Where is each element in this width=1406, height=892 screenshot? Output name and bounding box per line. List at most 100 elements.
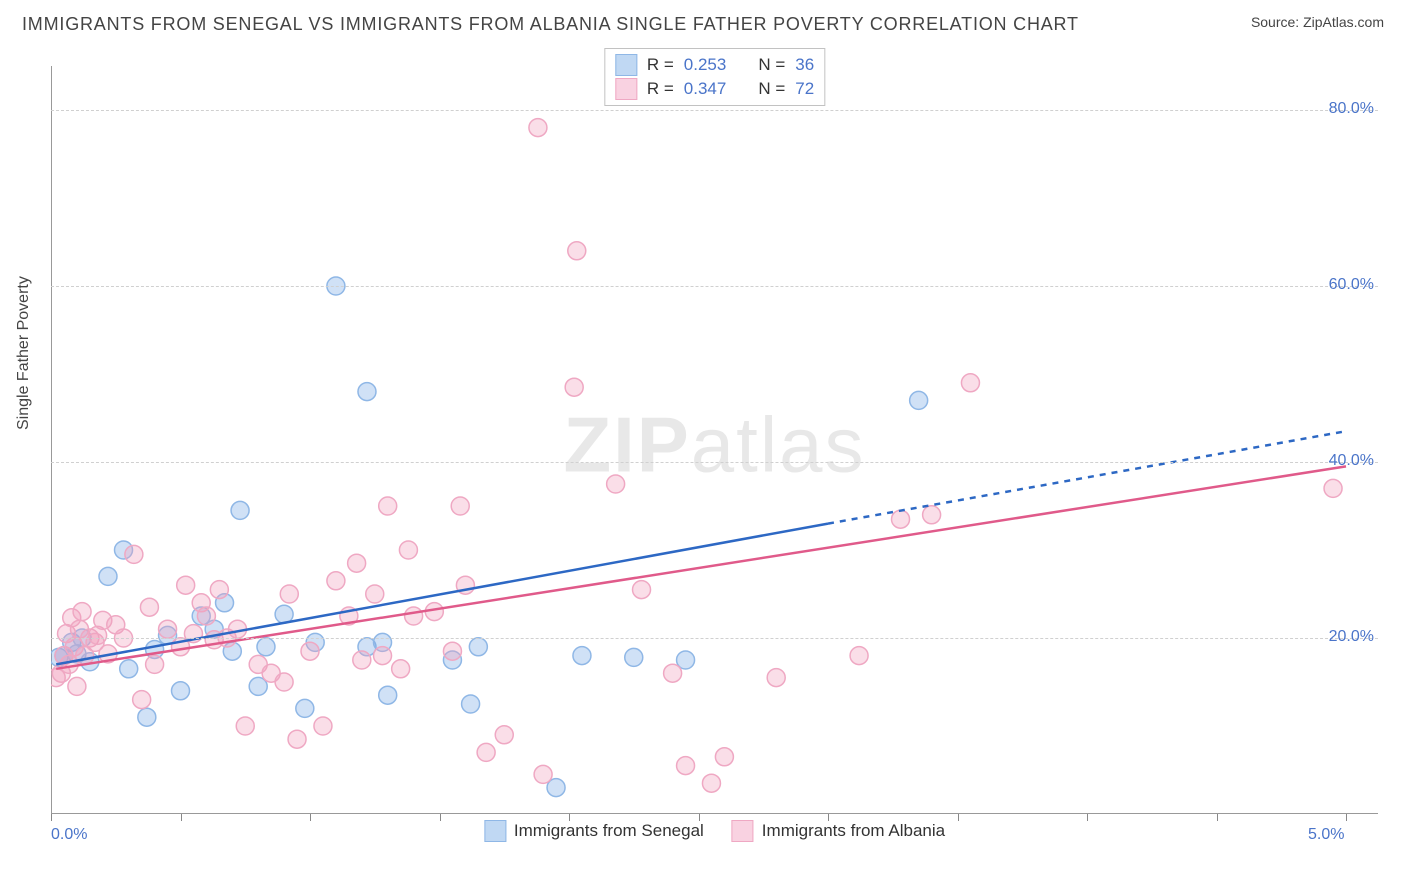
- scatter-point-albania: [534, 765, 552, 783]
- correlation-legend: R = 0.253 N = 36 R = 0.347 N = 72: [604, 48, 825, 106]
- scatter-point-albania: [140, 598, 158, 616]
- scatter-point-albania: [327, 572, 345, 590]
- scatter-point-senegal: [358, 383, 376, 401]
- x-tick-mark: [181, 814, 182, 821]
- swatch-senegal: [484, 820, 506, 842]
- scatter-point-albania: [146, 655, 164, 673]
- scatter-point-albania: [379, 497, 397, 515]
- scatter-point-albania: [961, 374, 979, 392]
- scatter-point-albania: [568, 242, 586, 260]
- x-tick-mark: [958, 814, 959, 821]
- scatter-point-senegal: [172, 682, 190, 700]
- scatter-point-albania: [399, 541, 417, 559]
- scatter-point-albania: [443, 642, 461, 660]
- gridline: [51, 110, 1378, 111]
- scatter-point-albania: [73, 603, 91, 621]
- scatter-point-albania: [236, 717, 254, 735]
- y-tick-label: 60.0%: [1329, 276, 1374, 294]
- scatter-point-albania: [715, 748, 733, 766]
- n-value-senegal: 36: [795, 55, 814, 75]
- x-tick-mark: [569, 814, 570, 821]
- r-label: R =: [647, 79, 674, 99]
- x-tick-mark: [51, 814, 52, 821]
- scatter-point-senegal: [379, 686, 397, 704]
- scatter-point-albania: [177, 576, 195, 594]
- series-legend: Immigrants from Senegal Immigrants from …: [484, 820, 945, 842]
- r-value-albania: 0.347: [684, 79, 727, 99]
- scatter-point-senegal: [120, 660, 138, 678]
- scatter-point-senegal: [469, 638, 487, 656]
- x-tick-label: 5.0%: [1308, 826, 1344, 844]
- scatter-point-albania: [301, 642, 319, 660]
- swatch-albania: [732, 820, 754, 842]
- scatter-point-albania: [767, 669, 785, 687]
- x-tick-mark: [310, 814, 311, 821]
- scatter-point-albania: [1324, 479, 1342, 497]
- scatter-point-albania: [280, 585, 298, 603]
- scatter-point-albania: [923, 506, 941, 524]
- scatter-point-senegal: [231, 501, 249, 519]
- legend-label-senegal: Immigrants from Senegal: [514, 821, 704, 841]
- legend-label-albania: Immigrants from Albania: [762, 821, 945, 841]
- x-tick-mark: [440, 814, 441, 821]
- swatch-albania: [615, 78, 637, 100]
- scatter-point-albania: [495, 726, 513, 744]
- scatter-point-albania: [68, 677, 86, 695]
- correlation-chart: ZIPatlas R = 0.253 N = 36 R = 0.347 N = …: [51, 48, 1378, 842]
- scatter-point-albania: [405, 607, 423, 625]
- chart-svg: [51, 48, 1378, 842]
- scatter-point-albania: [607, 475, 625, 493]
- source-label: Source: ZipAtlas.com: [1251, 14, 1384, 30]
- scatter-point-albania: [633, 581, 651, 599]
- scatter-point-albania: [210, 581, 228, 599]
- scatter-point-senegal: [257, 638, 275, 656]
- scatter-point-albania: [133, 691, 151, 709]
- page-title: IMMIGRANTS FROM SENEGAL VS IMMIGRANTS FR…: [22, 14, 1079, 35]
- scatter-point-albania: [366, 585, 384, 603]
- r-value-senegal: 0.253: [684, 55, 727, 75]
- y-tick-label: 80.0%: [1329, 100, 1374, 118]
- scatter-point-senegal: [625, 648, 643, 666]
- n-label: N =: [758, 79, 785, 99]
- scatter-point-albania: [702, 774, 720, 792]
- y-axis-label: Single Father Poverty: [15, 276, 33, 430]
- x-tick-mark: [699, 814, 700, 821]
- scatter-point-albania: [664, 664, 682, 682]
- trend-line-senegal: [56, 524, 828, 665]
- y-tick-label: 20.0%: [1329, 628, 1374, 646]
- scatter-point-senegal: [910, 391, 928, 409]
- scatter-point-albania: [392, 660, 410, 678]
- scatter-point-albania: [677, 757, 695, 775]
- legend-item-senegal: Immigrants from Senegal: [484, 820, 704, 842]
- scatter-point-albania: [565, 378, 583, 396]
- scatter-point-senegal: [573, 647, 591, 665]
- x-tick-mark: [828, 814, 829, 821]
- scatter-point-albania: [288, 730, 306, 748]
- scatter-point-albania: [451, 497, 469, 515]
- scatter-point-albania: [275, 673, 293, 691]
- gridline: [51, 462, 1378, 463]
- scatter-point-albania: [374, 647, 392, 665]
- x-tick-label: 0.0%: [51, 826, 87, 844]
- r-label: R =: [647, 55, 674, 75]
- scatter-point-albania: [197, 607, 215, 625]
- scatter-point-albania: [348, 554, 366, 572]
- n-value-albania: 72: [795, 79, 814, 99]
- scatter-point-albania: [159, 620, 177, 638]
- scatter-point-senegal: [462, 695, 480, 713]
- legend-item-albania: Immigrants from Albania: [732, 820, 945, 842]
- scatter-point-albania: [353, 651, 371, 669]
- scatter-point-albania: [529, 119, 547, 137]
- scatter-point-senegal: [138, 708, 156, 726]
- gridline: [51, 638, 1378, 639]
- x-tick-mark: [1087, 814, 1088, 821]
- scatter-point-albania: [477, 743, 495, 761]
- scatter-point-albania: [314, 717, 332, 735]
- scatter-point-albania: [850, 647, 868, 665]
- legend-row-senegal: R = 0.253 N = 36: [615, 53, 814, 77]
- swatch-senegal: [615, 54, 637, 76]
- gridline: [51, 286, 1378, 287]
- x-tick-mark: [1346, 814, 1347, 821]
- y-tick-label: 40.0%: [1329, 452, 1374, 470]
- scatter-point-senegal: [296, 699, 314, 717]
